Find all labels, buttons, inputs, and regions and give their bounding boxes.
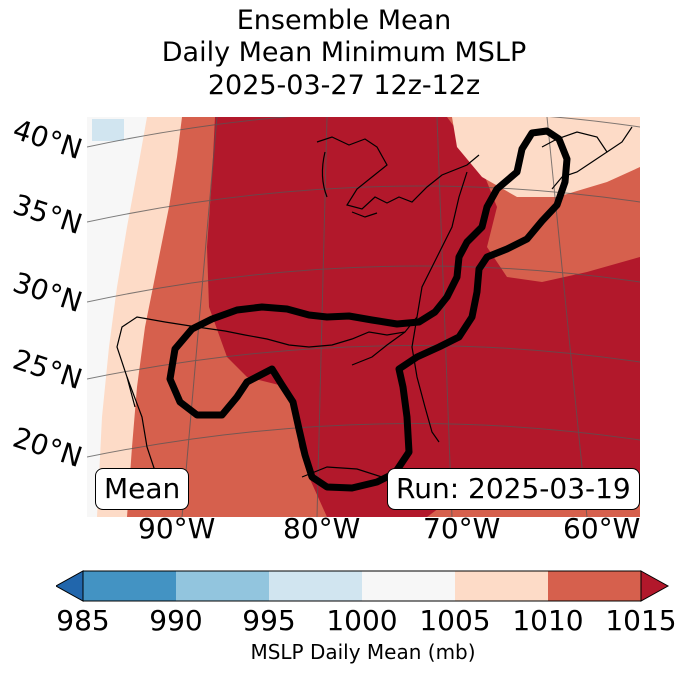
lon-label-80w: 80°W xyxy=(283,512,361,545)
field-1000-west xyxy=(87,117,147,517)
colorbar-frame xyxy=(82,570,642,602)
field-995-corner xyxy=(92,119,124,141)
colorbar-over-arrow xyxy=(640,570,670,602)
colorbar-tick-985: 985 xyxy=(56,604,110,637)
title-line-2: Daily Mean Minimum MSLP xyxy=(161,37,527,68)
graticule xyxy=(86,110,641,518)
colorbar xyxy=(56,570,670,602)
colorbar-tick-1010: 1010 xyxy=(512,604,584,637)
field-1005-northeast xyxy=(452,117,640,197)
colorbar-tick-1005: 1005 xyxy=(419,604,491,637)
lat-label-20n: 20°N xyxy=(8,420,87,475)
colorbar-segment-990-995 xyxy=(176,571,269,601)
colorbar-segment-995-1000 xyxy=(269,571,362,601)
lat-label-35n: 35°N xyxy=(8,187,87,242)
colorbar-under-arrow xyxy=(56,570,84,602)
colorbar-segment-985-990 xyxy=(83,571,176,601)
colorbar-tick-1015: 1015 xyxy=(605,604,677,637)
colorbar-segment-1010-1015 xyxy=(548,571,641,601)
lat-label-40n: 40°N xyxy=(8,112,87,167)
lon-label-90w: 90°W xyxy=(138,512,216,545)
map-svg xyxy=(86,110,641,518)
colorbar-tick-990: 990 xyxy=(149,604,203,637)
colorbar-tick-995: 995 xyxy=(242,604,296,637)
lon-label-60w: 60°W xyxy=(563,512,641,545)
title-line-1: Ensemble Mean xyxy=(236,5,452,36)
map-panel: Mean Run: 2025-03-19 xyxy=(86,110,641,518)
colorbar-label: MSLP Daily Mean (mb) xyxy=(250,640,476,664)
colorbar-segment-1000-1005 xyxy=(362,571,455,601)
colorbar-segment-1005-1010 xyxy=(455,571,548,601)
lon-label-70w: 70°W xyxy=(423,512,501,545)
lat-label-25n: 25°N xyxy=(8,342,87,397)
mean-label-box: Mean xyxy=(95,468,190,510)
title-line-3: 2025-03-27 12z-12z xyxy=(207,70,481,101)
run-label-box: Run: 2025-03-19 xyxy=(387,468,640,510)
lat-label-30n: 30°N xyxy=(8,265,87,320)
colorbar-tick-1000: 1000 xyxy=(326,604,398,637)
